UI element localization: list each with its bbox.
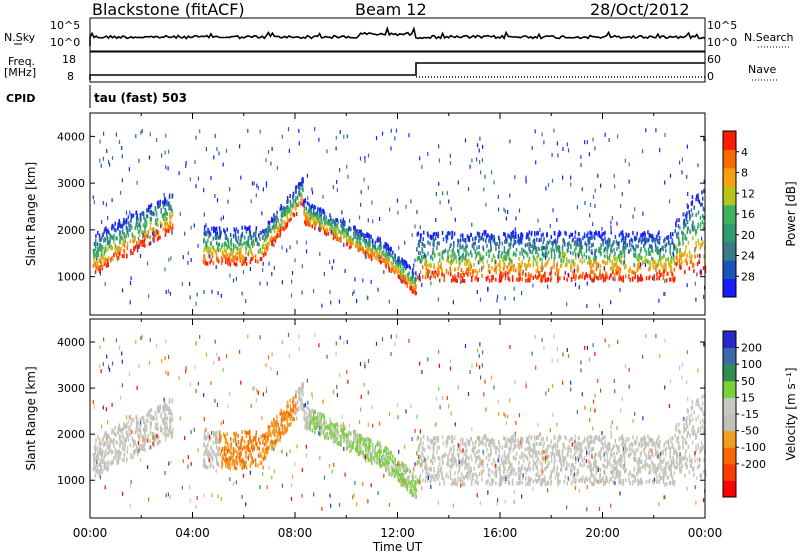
- xlabel: Time UT: [372, 540, 423, 554]
- power-colorbar-tick-label: 8: [741, 167, 748, 180]
- power-colorbar-label: Power [dB]: [784, 181, 798, 246]
- nsky-high-tick: 10^5: [50, 19, 81, 32]
- power-colorbar-swatch: [723, 167, 736, 187]
- velocity-colorbar-tick-label: -200: [741, 458, 766, 471]
- xtick-label: 16:00: [483, 526, 518, 540]
- cpid-value: tau (fast) 503: [94, 91, 187, 105]
- power-colorbar-swatch: [723, 131, 736, 150]
- velocity-colorbar-swatch: [723, 414, 736, 432]
- velocity-colorbar-tick-label: -100: [741, 441, 766, 454]
- velocity-colorbar-tick-label: 15: [741, 391, 755, 404]
- beam-title: Beam 12: [355, 0, 427, 19]
- xtick-label: 00:00: [688, 526, 723, 540]
- power-colorbar-swatch: [723, 278, 736, 298]
- velocity-colorbar-swatch: [723, 331, 736, 349]
- velocity-colorbar-swatch: [723, 347, 736, 365]
- velocity-colorbar-tick-label: -15: [741, 408, 759, 421]
- xtick-label: 08:00: [278, 526, 313, 540]
- nave-label: Nave: [748, 63, 777, 76]
- date-title: 28/Oct/2012: [590, 0, 690, 19]
- freq-low-tick: 8: [67, 70, 74, 83]
- power-colorbar-swatch: [723, 149, 736, 169]
- velocity-heatmap: [92, 332, 707, 512]
- nsearch-high-tick: 10^5: [707, 19, 738, 32]
- power-ylabel: Slant Range [km]: [24, 162, 38, 266]
- power-colorbar-swatch: [723, 204, 736, 224]
- power-ytick-label: 1000: [57, 271, 85, 284]
- power-colorbar-swatch: [723, 260, 736, 280]
- power-colorbar-tick-label: 16: [741, 208, 755, 221]
- nsky-trace: [89, 26, 706, 46]
- velocity-colorbar-swatch: [723, 447, 736, 465]
- velocity-colorbar-tick-label: 100: [741, 358, 762, 371]
- power-colorbar-swatch: [723, 186, 736, 206]
- xtick-label: 00:00: [73, 526, 108, 540]
- velocity-colorbar-swatch: [723, 364, 736, 382]
- nsearch-label: N.Search: [744, 31, 794, 44]
- velocity-colorbar-swatch: [723, 397, 736, 415]
- nsky-label: N.Sky: [4, 31, 36, 44]
- station-title: Blackstone (fitACF): [92, 0, 245, 19]
- freq-unit-label: [MHz]: [4, 66, 37, 79]
- velocity-ylabel: Slant Range [km]: [24, 366, 38, 470]
- nsky-low-tick: 10^0: [50, 36, 81, 49]
- power-colorbar-tick-label: 12: [741, 187, 755, 200]
- velocity-colorbar-tick-label: 200: [741, 342, 762, 355]
- power-ytick-label: 2000: [57, 224, 85, 237]
- power-colorbar-tick-label: 20: [741, 229, 755, 242]
- nsearch-low-tick: 10^0: [707, 36, 738, 49]
- power-colorbar-swatch: [723, 241, 736, 261]
- power-colorbar-tick-label: 24: [741, 250, 755, 263]
- freq-label: Freq.: [8, 55, 36, 68]
- power-ytick-label: 3000: [57, 177, 85, 190]
- cpid-label: CPID: [6, 92, 36, 105]
- xtick-label: 12:00: [380, 526, 415, 540]
- velocity-ytick-label: 3000: [57, 382, 85, 395]
- velocity-ytick-label: 1000: [57, 474, 85, 487]
- velocity-colorbar-swatch: [723, 463, 736, 481]
- velocity-colorbar-tick-label: 50: [741, 375, 755, 388]
- power-colorbar-tick-label: 4: [741, 146, 748, 159]
- freq-trace: [89, 62, 705, 80]
- xtick-label: 20:00: [585, 526, 620, 540]
- power-ytick-label: 4000: [57, 130, 85, 143]
- xtick-label: 04:00: [175, 526, 210, 540]
- velocity-ytick-label: 2000: [57, 428, 85, 441]
- freq-panel-frame: [89, 51, 706, 83]
- nave-high-tick: 60: [707, 53, 721, 66]
- nave-low-tick: 0: [707, 70, 714, 83]
- velocity-colorbar-swatch: [723, 430, 736, 448]
- nsky-panel-frame: [89, 17, 706, 52]
- freq-high-tick: 18: [62, 53, 76, 66]
- velocity-colorbar-swatch: [723, 480, 736, 498]
- velocity-colorbar-label: Velocity [m s⁻¹]: [784, 367, 798, 460]
- velocity-colorbar-tick-label: -50: [741, 425, 759, 438]
- velocity-ytick-label: 4000: [57, 336, 85, 349]
- power-heatmap: [92, 127, 707, 309]
- power-colorbar-tick-label: 28: [741, 270, 755, 283]
- velocity-colorbar-swatch: [723, 380, 736, 398]
- power-colorbar-swatch: [723, 223, 736, 243]
